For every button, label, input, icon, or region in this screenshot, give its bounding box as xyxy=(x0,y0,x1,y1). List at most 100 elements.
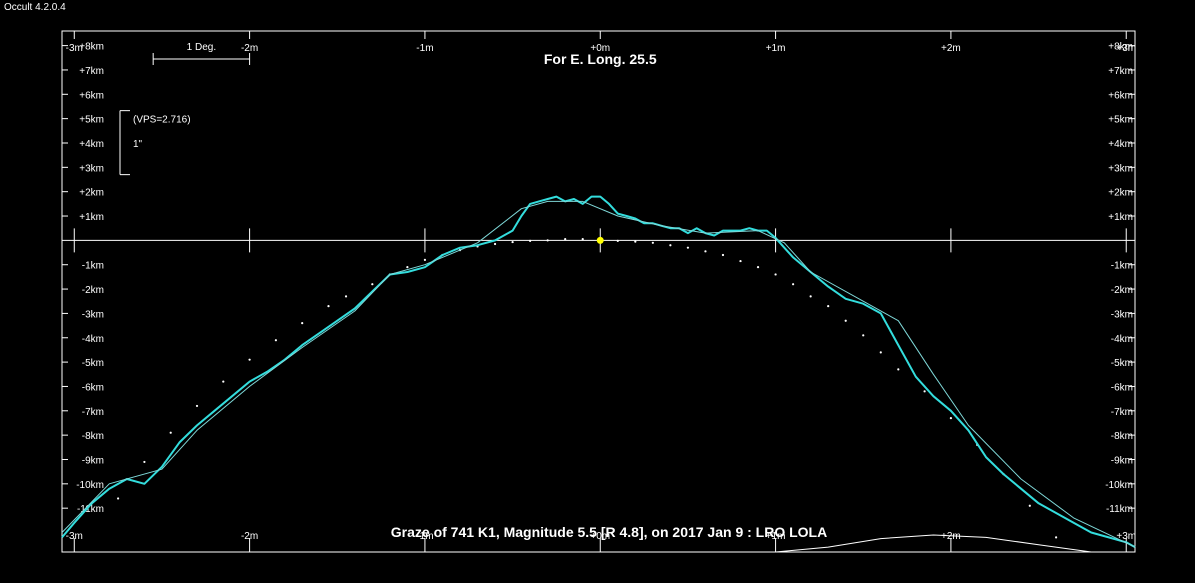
mean-limb-point xyxy=(344,295,348,298)
mean-limb-point xyxy=(493,242,497,246)
mean-limb-point xyxy=(897,368,900,371)
mean-limb-point xyxy=(923,390,926,393)
y-tick-label-left: +5km xyxy=(79,115,104,126)
mean-limb-point xyxy=(143,460,146,464)
arcsec-label: 1" xyxy=(133,139,143,150)
y-tick-label-right: +5km xyxy=(1108,115,1133,126)
mean-limb-point xyxy=(879,351,882,354)
ticks-layer: +8km +8km +7km +7km +6km +6km +5km +5km +4km +4km… xyxy=(62,31,1136,552)
y-tick-label-right: -10km xyxy=(1105,480,1133,491)
lunar-profile-line xyxy=(61,195,1136,548)
x-tick-label-top: -3m xyxy=(66,43,83,54)
y-tick-label-left: -10km xyxy=(76,480,104,491)
x-tick-label-top: +3m xyxy=(1116,43,1136,54)
y-tick-label-right: -7km xyxy=(1111,407,1133,418)
mean-limb-point xyxy=(511,240,514,244)
x-tick-label-bottom: -3m xyxy=(66,531,83,542)
mean-limb-point xyxy=(792,283,795,286)
y-tick-label-right: -2km xyxy=(1111,285,1133,296)
mean-limb-point xyxy=(1028,504,1031,507)
y-tick-label-right: -3km xyxy=(1111,309,1133,320)
y-tick-label-right: -11km xyxy=(1106,504,1133,515)
mean-limb-point xyxy=(686,246,690,249)
y-tick-label-left: +2km xyxy=(79,188,104,199)
mean-limb-point xyxy=(721,253,725,257)
x-tick-label-bottom: +2m xyxy=(941,531,961,542)
axes-layer xyxy=(61,30,1136,553)
y-tick-label-left: +3km xyxy=(79,163,104,174)
plot-frame xyxy=(61,30,1136,553)
mean-limb-point xyxy=(371,283,374,286)
mean-limb-point xyxy=(809,295,812,298)
y-tick-label-left: -7km xyxy=(82,407,104,418)
y-tick-label-left: -6km xyxy=(82,382,104,393)
y-tick-label-left: -8km xyxy=(82,431,104,442)
y-tick-label-left: -4km xyxy=(82,334,104,345)
vps-label: (VPS=2.716) xyxy=(133,115,191,126)
y-tick-label-right: -5km xyxy=(1111,358,1133,369)
y-tick-label-left: -2km xyxy=(82,285,104,296)
y-tick-label-left: -11km xyxy=(77,504,104,515)
x-tick-label-bottom: +1m xyxy=(766,531,786,542)
y-tick-label-right: +3km xyxy=(1108,163,1133,174)
mean-limb-point xyxy=(774,273,777,276)
star-marker xyxy=(596,236,604,244)
y-tick-label-right: -8km xyxy=(1111,431,1133,442)
scale-bar-label: 1 Deg. xyxy=(187,42,216,53)
y-tick-label-left: -3km xyxy=(82,309,104,320)
mean-limb-point xyxy=(406,266,409,269)
mean-limb-point xyxy=(704,250,707,253)
limb-arc xyxy=(775,534,1135,553)
mean-limb-point xyxy=(862,334,865,337)
app-title: Occult 4.2.0.4 xyxy=(4,2,66,13)
y-tick-label-right: +2km xyxy=(1108,188,1133,199)
y-tick-label-left: +8km xyxy=(79,42,104,53)
y-tick-label-right: +7km xyxy=(1108,66,1133,77)
mean-limb-point xyxy=(669,244,672,247)
y-tick-label-left: -5km xyxy=(82,358,104,369)
mean-limb-point xyxy=(546,239,549,242)
mean-limb-point xyxy=(634,240,637,243)
y-tick-label-right: -4km xyxy=(1111,334,1133,345)
mean-limb-point xyxy=(423,258,427,261)
y-tick-label-left: +1km xyxy=(79,212,104,223)
series-layer xyxy=(61,195,1136,553)
x-tick-label-top: +1m xyxy=(766,43,786,54)
y-tick-label-left: +4km xyxy=(79,139,104,150)
x-tick-label-bottom: +0m xyxy=(590,531,610,542)
x-tick-label-top: -2m xyxy=(241,43,258,54)
mean-limb-point xyxy=(756,266,760,269)
mean-limb-point xyxy=(651,241,654,244)
mean-limb-point xyxy=(616,239,619,242)
mean-limb-point xyxy=(222,380,225,383)
y-tick-label-left: +7km xyxy=(79,66,104,77)
chart-title: For E. Long. 25.5 xyxy=(544,51,657,67)
chart-subtitle: Graze of 741 K1, Magnitude 5.5 [R 4.8], … xyxy=(391,524,827,540)
y-tick-label-right: +1km xyxy=(1108,212,1133,223)
text-layer: 1 Deg. (VPS=2.716) 1" For E. Long. 25.5 Graz… xyxy=(119,42,827,540)
mean-limb-point xyxy=(581,238,584,241)
mean-limb-point xyxy=(195,404,199,408)
y-tick-label-right: -6km xyxy=(1111,382,1133,393)
x-tick-label-bottom: -1m xyxy=(416,531,433,542)
mean-limb-point xyxy=(248,358,251,361)
mean-limb-point xyxy=(1055,536,1058,539)
smoothed-profile-line xyxy=(61,200,1136,548)
mean-limb-point xyxy=(327,305,330,308)
y-tick-label-left: -9km xyxy=(82,455,104,466)
x-tick-label-bottom: -2m xyxy=(241,531,258,542)
mean-limb-point xyxy=(949,416,953,420)
mean-limb-point xyxy=(844,319,847,322)
mean-limb-point xyxy=(169,431,172,434)
y-tick-label-right: +4km xyxy=(1108,139,1133,150)
x-tick-label-top: -1m xyxy=(416,43,433,54)
mean-limb-point xyxy=(564,238,567,241)
y-tick-label-left: -1km xyxy=(82,261,104,272)
y-tick-label-right: -1km xyxy=(1111,261,1133,272)
x-tick-label-top: +0m xyxy=(590,43,610,54)
mean-limb-point xyxy=(827,305,830,308)
y-tick-label-right: +6km xyxy=(1108,90,1133,101)
mean-limb-point xyxy=(301,322,304,325)
